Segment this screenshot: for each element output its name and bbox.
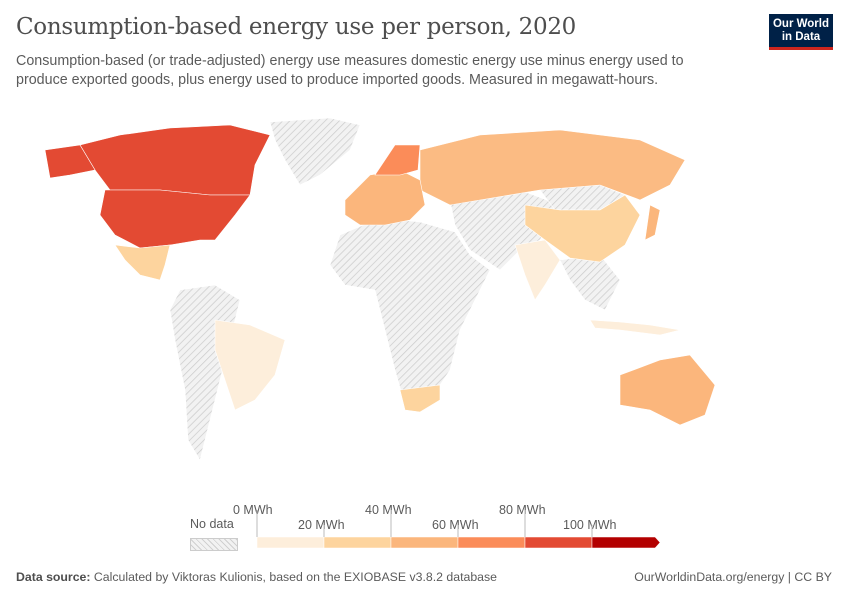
legend-tick-40: 40 MWh [365,503,412,517]
country-japan[interactable] [644,204,661,241]
country-united-states[interactable] [99,189,251,249]
country-india[interactable] [514,239,561,301]
world-map[interactable] [0,110,850,490]
country-alaska[interactable] [44,144,96,179]
legend-bin-3[interactable] [457,536,526,549]
chart-subtitle: Consumption-based (or trade-adjusted) en… [16,53,684,88]
country-south-africa[interactable] [399,384,441,413]
chart-title: Consumption-based energy use per person,… [16,14,577,40]
legend-tick-20: 20 MWh [298,518,345,532]
legend-bin-0[interactable] [256,536,325,549]
legend-tick-100: 100 MWh [563,518,617,532]
legend-tick-0: 0 MWh [233,503,273,517]
legend-no-data-swatch [190,538,238,551]
legend-no-data-label: No data [190,517,234,531]
legend-color-bar [256,510,661,549]
country-mexico[interactable] [114,244,171,281]
country-china[interactable] [524,194,641,263]
country-australia[interactable] [619,354,716,426]
legend-bin-4[interactable] [524,536,593,549]
data-source-text: Calculated by Viktoras Kulionis, based o… [93,570,498,584]
region-southeast-asia[interactable] [559,254,621,311]
country-greenland[interactable] [269,117,361,186]
legend-bin-2[interactable] [390,536,459,549]
legend: No data 0 MWh 20 MWh 40 MWh 60 MWh 80 MW… [0,500,850,560]
country-russia[interactable] [419,129,686,206]
legend-tick-60: 60 MWh [432,518,479,532]
country-brazil[interactable] [214,319,286,411]
country-indonesia[interactable] [589,319,681,336]
owid-logo[interactable]: Our World in Data [769,14,833,50]
legend-bin-1[interactable] [323,536,392,549]
country-canada[interactable] [79,124,271,196]
data-source: Data source: Calculated by Viktoras Kuli… [16,570,497,584]
footer-link[interactable]: OurWorldinData.org/energy | CC BY [634,570,832,584]
country-norway-finland[interactable] [374,144,421,176]
legend-bin-5[interactable] [591,536,661,549]
region-africa[interactable] [329,217,491,406]
region-europe[interactable] [344,169,426,226]
legend-tick-80: 80 MWh [499,503,546,517]
data-source-label: Data source: [16,570,91,584]
